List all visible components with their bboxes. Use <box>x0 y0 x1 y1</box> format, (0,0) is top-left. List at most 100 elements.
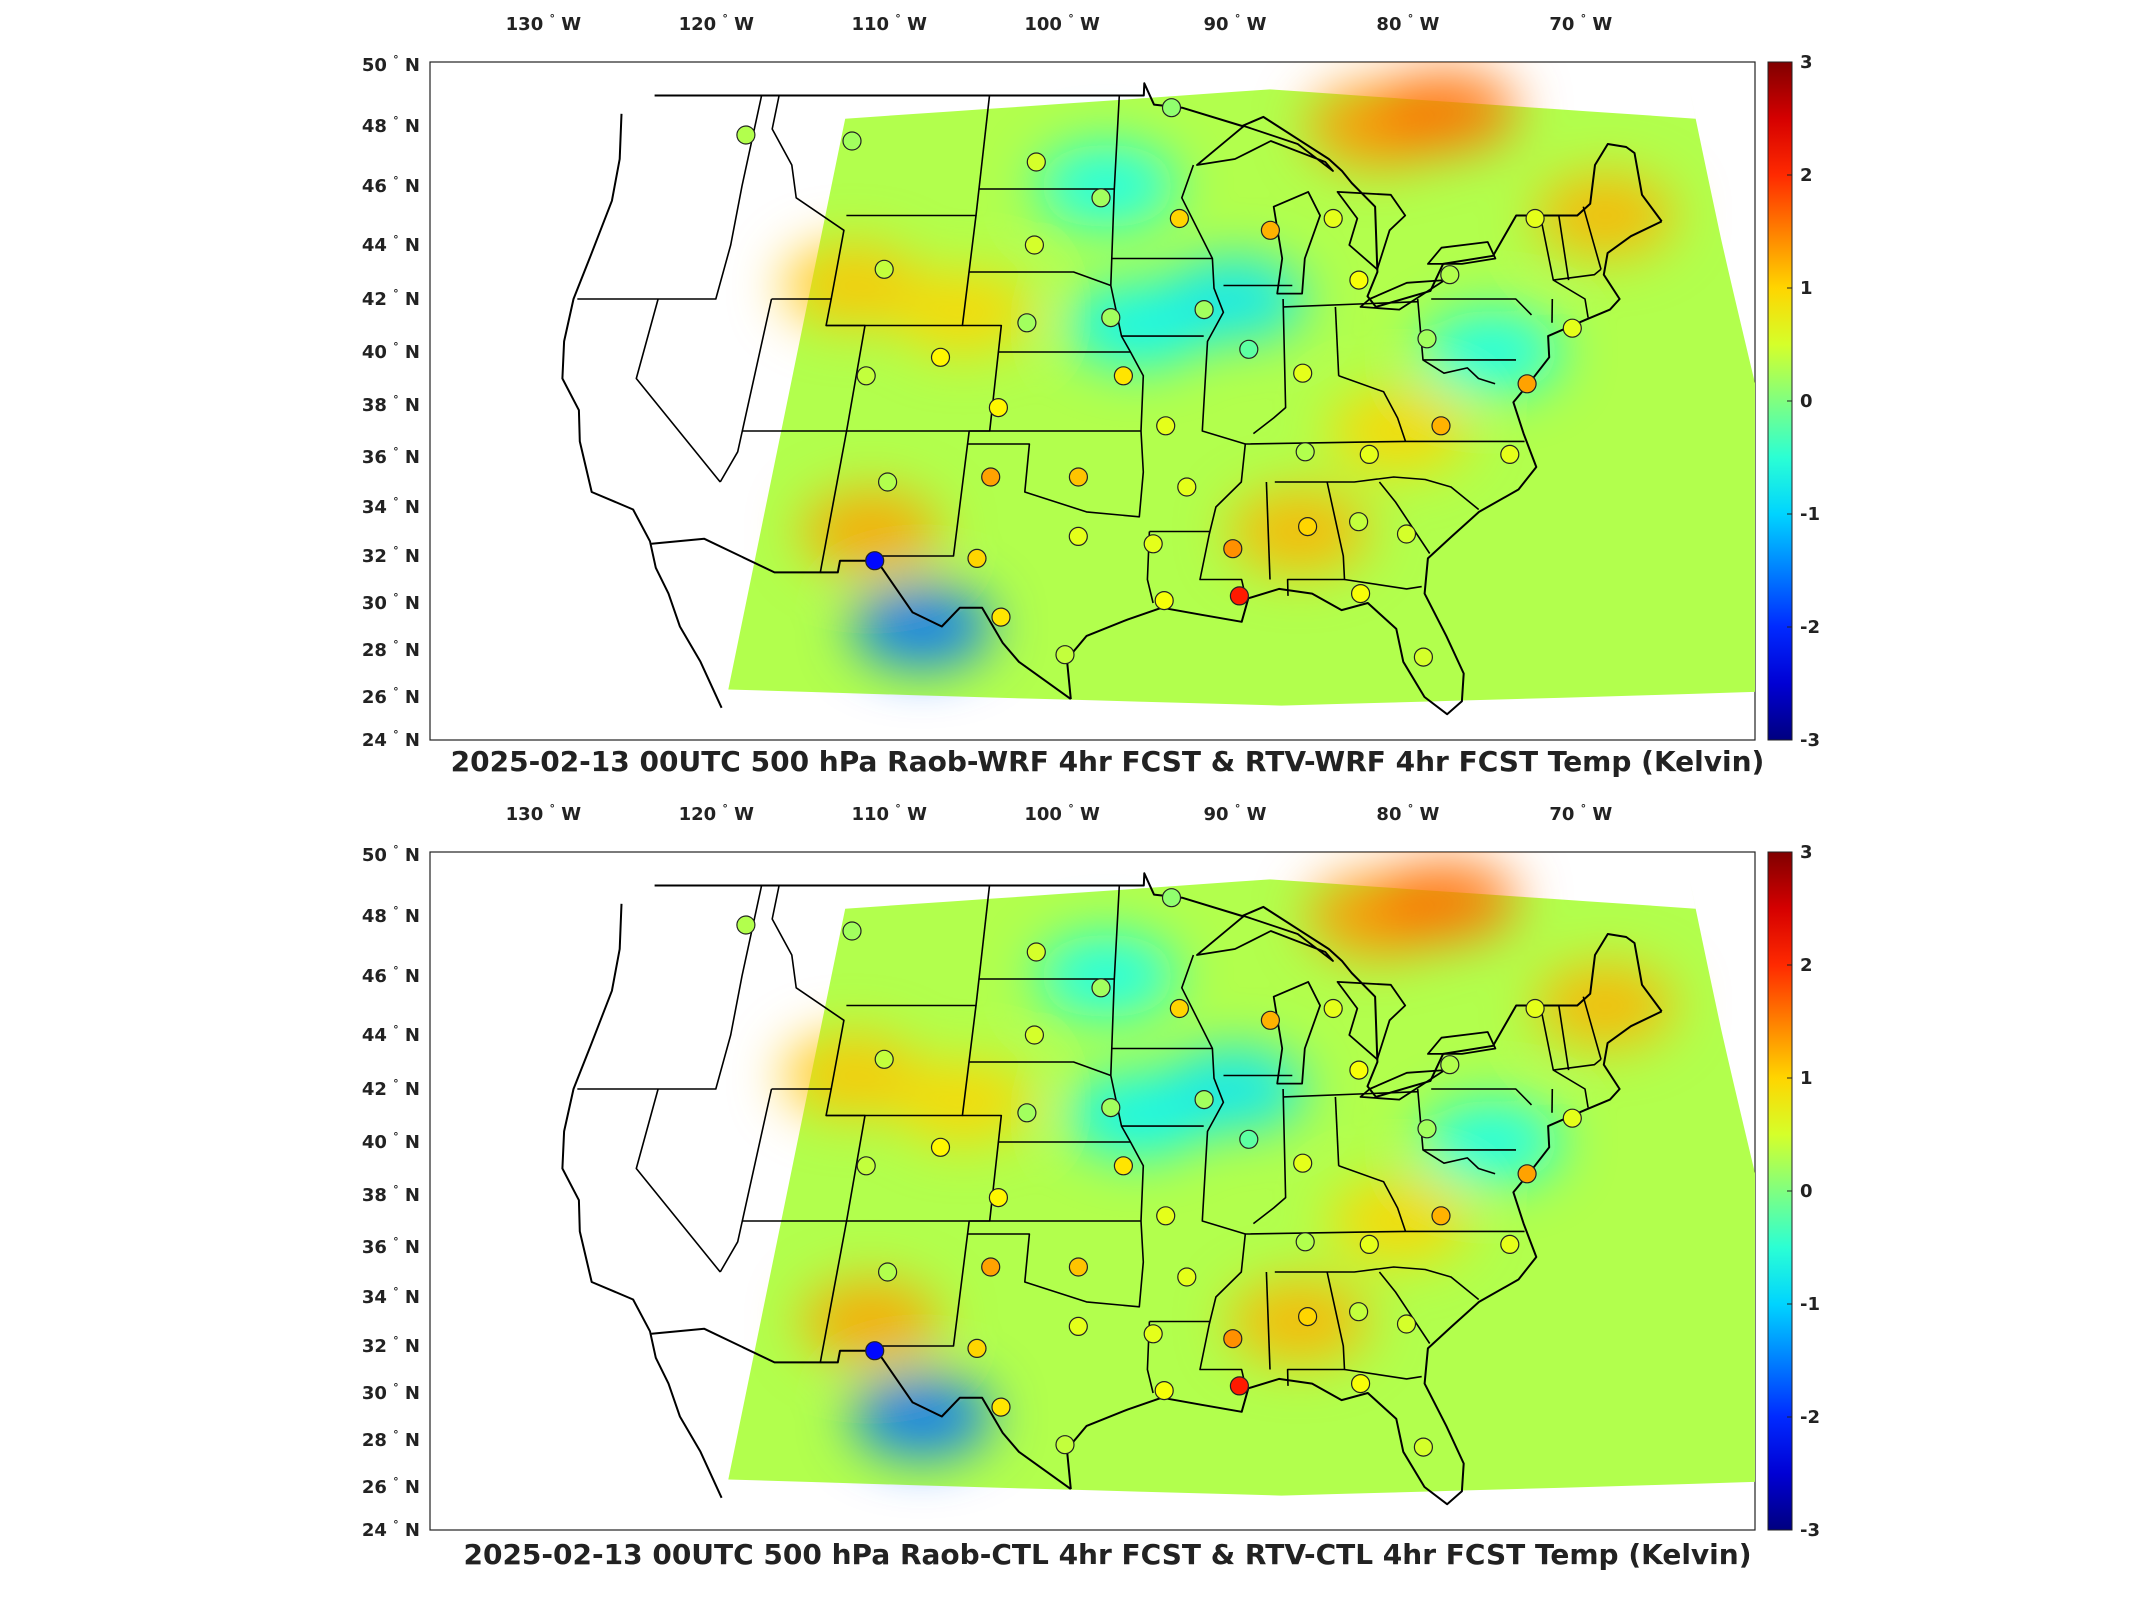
lon-tick-label: 90 ° W <box>1204 12 1267 35</box>
station-marker <box>981 1257 1001 1277</box>
lat-tick-label: 42 ° N <box>362 1077 420 1100</box>
state-border <box>1252 1088 1287 1225</box>
station-marker <box>1068 1316 1088 1337</box>
state-border <box>1582 996 1602 1060</box>
station-marker <box>1055 1435 1075 1455</box>
station-marker <box>1229 586 1250 606</box>
state-border <box>826 1004 977 1117</box>
station-marker <box>842 131 862 151</box>
station-marker <box>991 607 1011 627</box>
field-anomaly <box>1421 1100 1562 1184</box>
station-marker <box>1293 1153 1313 1173</box>
lon-tick-label: 80 ° W <box>1376 802 1439 825</box>
lon-tick-label: 100 ° W <box>1024 12 1100 35</box>
analysis-field <box>728 89 1755 706</box>
state-border <box>771 95 845 300</box>
station-marker <box>1156 416 1176 436</box>
station-marker <box>1348 1302 1369 1322</box>
state-border <box>1265 481 1271 580</box>
boundaries <box>561 82 1663 716</box>
station-marker <box>967 1338 987 1359</box>
station-marker <box>856 1156 876 1176</box>
station-marker <box>1194 1090 1214 1110</box>
state-border <box>1344 578 1422 590</box>
raob-stations <box>736 888 1582 1457</box>
station-marker <box>874 259 894 279</box>
state-border <box>635 1088 721 1273</box>
field-anomaly <box>1165 1047 1305 1131</box>
station-marker <box>1297 516 1318 537</box>
station-marker <box>1350 583 1371 604</box>
state-border <box>1265 1271 1271 1370</box>
lat-tick-label: 28 ° N <box>362 1428 420 1451</box>
station-marker <box>1017 1103 1037 1123</box>
station-marker <box>1143 534 1163 554</box>
station-marker <box>856 366 876 386</box>
station-marker <box>1169 998 1190 1019</box>
map-figure: 130 ° W 120 ° W 110 ° W 100 ° W 90 ° W 80 ° W… <box>362 802 1820 1541</box>
station-marker <box>1177 477 1197 497</box>
state-border <box>1245 1230 1525 1235</box>
lat-tick-label: 32 ° N <box>362 1334 420 1357</box>
station-marker <box>865 1341 885 1361</box>
field-anomaly <box>1535 173 1676 258</box>
colorbar-tick-label: -3 <box>1800 1520 1820 1541</box>
lat-tick-label: 26 ° N <box>362 1475 420 1498</box>
state-border <box>1274 476 1480 511</box>
field-anomaly <box>1165 257 1305 341</box>
great-lake <box>1272 191 1321 295</box>
panel-title: 2025-02-13 00UTC 500 hPa Raob-WRF 4hr FC… <box>450 745 1765 778</box>
lat-tick-label: 26 ° N <box>362 685 420 708</box>
lat-tick-label: 34 ° N <box>362 1285 420 1308</box>
station-marker <box>1293 363 1313 383</box>
national-border <box>651 537 1072 700</box>
state-border <box>1334 306 1340 376</box>
station-marker <box>1161 98 1182 118</box>
lat-tick-label: 48 ° N <box>362 904 420 927</box>
station-marker <box>874 1049 894 1069</box>
station-marker <box>1350 1373 1371 1394</box>
state-border <box>1558 1005 1570 1071</box>
state-border <box>1274 1266 1480 1301</box>
state-border <box>1553 1058 1602 1071</box>
field-anomaly <box>1376 858 1517 943</box>
state-border <box>1582 206 1602 270</box>
station-marker <box>1091 188 1111 208</box>
great-lake <box>1359 1069 1446 1101</box>
colorbar-tick-label: 2 <box>1800 165 1813 186</box>
lon-tick-label: 130 ° W <box>506 12 582 35</box>
state-border <box>1344 1368 1422 1380</box>
station-marker <box>1026 942 1046 962</box>
state-border <box>819 430 848 573</box>
state-border <box>1553 268 1602 281</box>
east-gulf-coastline <box>1065 220 1663 716</box>
colorbar-tick-label: 0 <box>1800 1181 1813 1202</box>
station-marker <box>1239 339 1259 359</box>
station-marker <box>865 551 885 571</box>
station-marker <box>1024 235 1045 255</box>
station-marker <box>1517 374 1537 394</box>
station-marker <box>1562 1108 1582 1128</box>
state-border <box>577 95 763 300</box>
map-content <box>561 858 1755 1506</box>
state-border <box>1283 300 1418 308</box>
colorbar-tick-label: 3 <box>1800 842 1813 863</box>
state-border <box>635 298 721 483</box>
lon-tick-label: 70 ° W <box>1549 12 1612 35</box>
panel-title: 2025-02-13 00UTC 500 hPa Raob-CTL 4hr FC… <box>463 1538 1752 1571</box>
colorbar-tick-label: -3 <box>1800 730 1820 751</box>
state-border <box>875 430 970 557</box>
station-marker <box>1440 1055 1460 1075</box>
station-marker <box>1525 998 1545 1019</box>
lon-tick-label: 110 ° W <box>851 12 927 35</box>
station-marker <box>1055 645 1075 665</box>
station-marker <box>1260 1010 1281 1030</box>
state-border <box>771 885 845 1090</box>
great-lake <box>1272 981 1321 1085</box>
field-anomaly <box>800 1279 941 1364</box>
colorbar-tick-label: -1 <box>1800 1294 1820 1315</box>
station-marker <box>1068 526 1088 547</box>
state-border <box>719 1088 773 1273</box>
great-lake <box>1196 125 1334 172</box>
station-marker <box>1517 1164 1537 1184</box>
